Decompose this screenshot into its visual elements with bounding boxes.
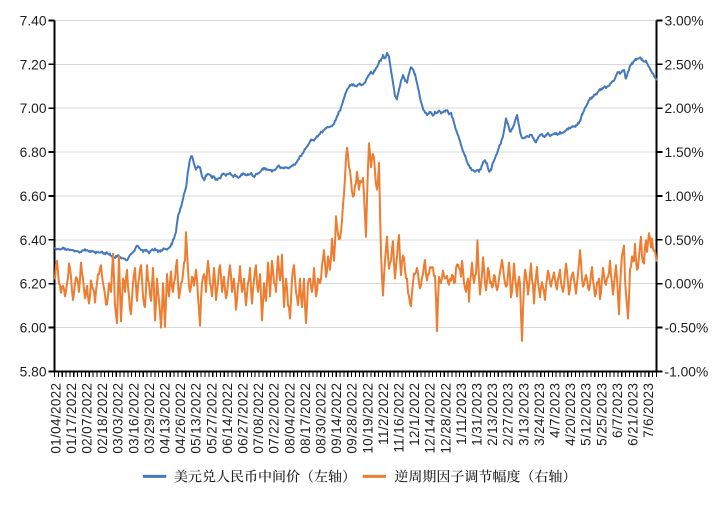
svg-text:08/30/2022: 08/30/2022 [314, 383, 329, 454]
svg-text:05/27/2022: 05/27/2022 [204, 383, 219, 454]
svg-text:4/7/2023: 4/7/2023 [548, 383, 563, 438]
svg-text:2/13/2023: 2/13/2023 [485, 383, 500, 446]
svg-text:11/2/2022: 11/2/2022 [376, 383, 391, 445]
svg-text:2.00%: 2.00% [665, 101, 704, 116]
svg-text:0.00%: 0.00% [665, 277, 704, 292]
svg-text:5/25/2023: 5/25/2023 [594, 383, 609, 446]
svg-text:09/28/2022: 09/28/2022 [345, 383, 360, 454]
svg-text:0.50%: 0.50% [665, 233, 704, 248]
svg-text:3/24/2023: 3/24/2023 [532, 383, 547, 446]
svg-text:04/13/2022: 04/13/2022 [158, 383, 173, 454]
svg-text:6.40: 6.40 [20, 233, 47, 248]
svg-text:7.00: 7.00 [20, 101, 47, 116]
svg-text:6/21/2023: 6/21/2023 [626, 383, 641, 446]
svg-text:06/14/2022: 06/14/2022 [220, 383, 235, 454]
svg-text:06/27/2022: 06/27/2022 [236, 383, 251, 454]
svg-text:1.50%: 1.50% [665, 145, 704, 160]
svg-text:6.60: 6.60 [20, 189, 47, 204]
svg-text:6/7/2023: 6/7/2023 [610, 383, 625, 438]
svg-text:3/13/2023: 3/13/2023 [516, 383, 531, 446]
svg-text:-0.50%: -0.50% [665, 321, 709, 336]
svg-text:5.80: 5.80 [20, 365, 47, 380]
svg-text:2/27/2023: 2/27/2023 [501, 383, 516, 446]
svg-text:08/17/2022: 08/17/2022 [298, 383, 313, 454]
svg-text:08/04/2022: 08/04/2022 [282, 383, 297, 454]
svg-text:03/29/2022: 03/29/2022 [142, 383, 157, 454]
svg-text:2.50%: 2.50% [665, 57, 704, 72]
svg-text:1/31/2023: 1/31/2023 [470, 383, 485, 446]
svg-text:01/04/2022: 01/04/2022 [48, 383, 63, 454]
svg-text:07/08/2022: 07/08/2022 [251, 383, 266, 454]
svg-text:02/18/2022: 02/18/2022 [95, 383, 110, 454]
svg-text:01/17/2022: 01/17/2022 [64, 383, 79, 454]
svg-text:7.40: 7.40 [20, 13, 47, 28]
svg-text:03/16/2022: 03/16/2022 [126, 383, 141, 454]
svg-text:11/16/2022: 11/16/2022 [392, 383, 407, 453]
svg-text:07/22/2022: 07/22/2022 [267, 383, 282, 454]
svg-text:3.00%: 3.00% [665, 13, 704, 28]
svg-text:4/20/2023: 4/20/2023 [563, 383, 578, 446]
svg-text:6.20: 6.20 [20, 277, 47, 292]
svg-text:05/13/2022: 05/13/2022 [189, 383, 204, 454]
svg-text:6.80: 6.80 [20, 145, 47, 160]
svg-text:5/12/2023: 5/12/2023 [579, 383, 594, 446]
svg-text:12/28/2022: 12/28/2022 [438, 383, 453, 454]
svg-text:02/07/2022: 02/07/2022 [80, 383, 95, 454]
svg-text:09/14/2022: 09/14/2022 [329, 383, 344, 454]
svg-text:1/11/2023: 1/11/2023 [454, 383, 469, 445]
svg-text:-1.00%: -1.00% [665, 365, 709, 380]
svg-text:7/6/2023: 7/6/2023 [641, 383, 656, 438]
svg-text:10/19/2022: 10/19/2022 [360, 383, 375, 454]
svg-text:6.00: 6.00 [20, 321, 47, 336]
svg-text:1.00%: 1.00% [665, 189, 704, 204]
svg-text:04/26/2022: 04/26/2022 [173, 383, 188, 454]
svg-text:12/1/2022: 12/1/2022 [407, 383, 422, 446]
svg-text:03/03/2022: 03/03/2022 [111, 383, 126, 454]
svg-text:12/14/2022: 12/14/2022 [423, 383, 438, 454]
svg-text:7.20: 7.20 [20, 57, 47, 72]
